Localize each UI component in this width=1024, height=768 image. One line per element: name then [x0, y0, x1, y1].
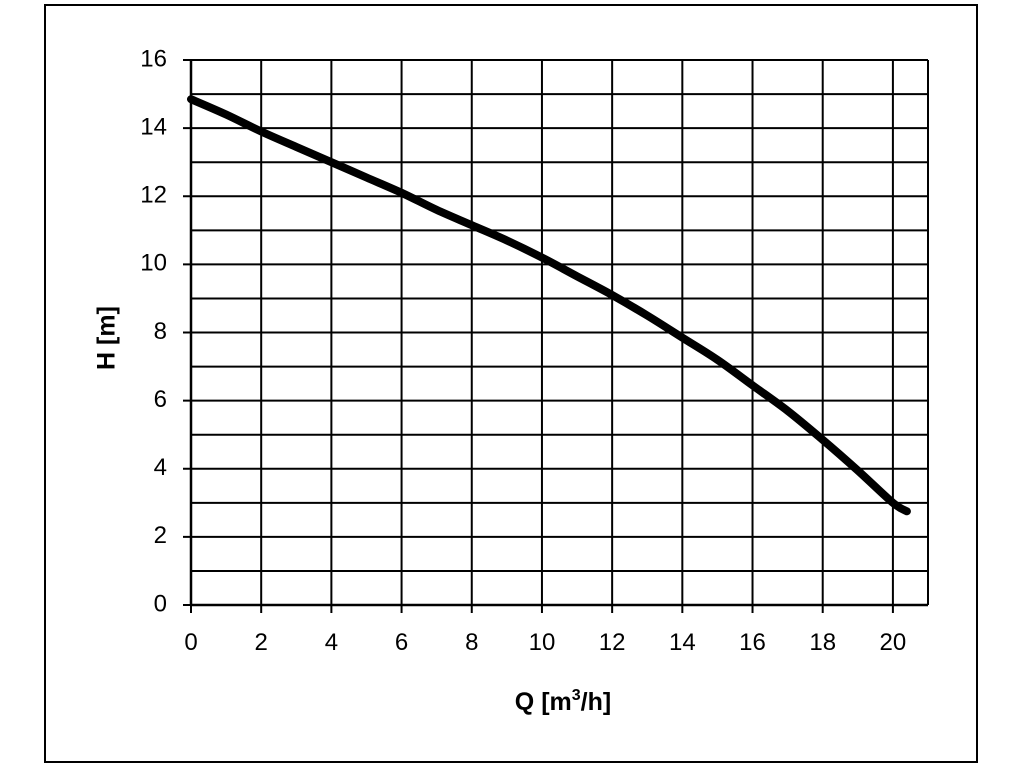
- x-axis-title-superscript: 3: [572, 687, 581, 704]
- x-tick-label: 16: [739, 629, 766, 656]
- y-tick-label: 10: [140, 250, 167, 277]
- x-tick-label: 18: [809, 629, 836, 656]
- x-tick-label: 8: [465, 629, 478, 656]
- y-tick-label: 2: [154, 522, 167, 549]
- y-tick-label: 6: [154, 386, 167, 413]
- x-tick-label: 14: [669, 629, 696, 656]
- x-axis-title-main: Q [m: [515, 688, 572, 716]
- axes: [183, 59, 928, 613]
- pump-curve-line: [187, 95, 911, 516]
- x-tick-label: 6: [395, 629, 408, 656]
- y-tick-label: 0: [154, 590, 167, 617]
- y-tick-label: 16: [140, 45, 167, 72]
- chart-frame: [44, 4, 978, 763]
- x-axis-title: Q [m3/h]: [515, 687, 611, 716]
- x-tick-label: 2: [255, 629, 268, 656]
- x-tick-label: 4: [325, 629, 338, 656]
- series-layer: [187, 95, 911, 516]
- y-axis-title: H [m]: [93, 306, 121, 370]
- y-tick-label: 12: [140, 182, 167, 209]
- x-tick-label: 20: [880, 629, 907, 656]
- y-tick-label: 8: [154, 318, 167, 345]
- y-tick-label: 14: [140, 113, 167, 140]
- x-axis-title-tail: /h]: [581, 688, 612, 716]
- x-tick-label: 12: [599, 629, 626, 656]
- tick-labels: 0 2 4 6 8 10 12 14 16 0 2 4 6 8 10 12 14 16 18 20: [140, 45, 906, 656]
- y-tick-label: 4: [154, 454, 167, 481]
- x-tick-label: 0: [184, 629, 197, 656]
- x-tick-label: 10: [529, 629, 556, 656]
